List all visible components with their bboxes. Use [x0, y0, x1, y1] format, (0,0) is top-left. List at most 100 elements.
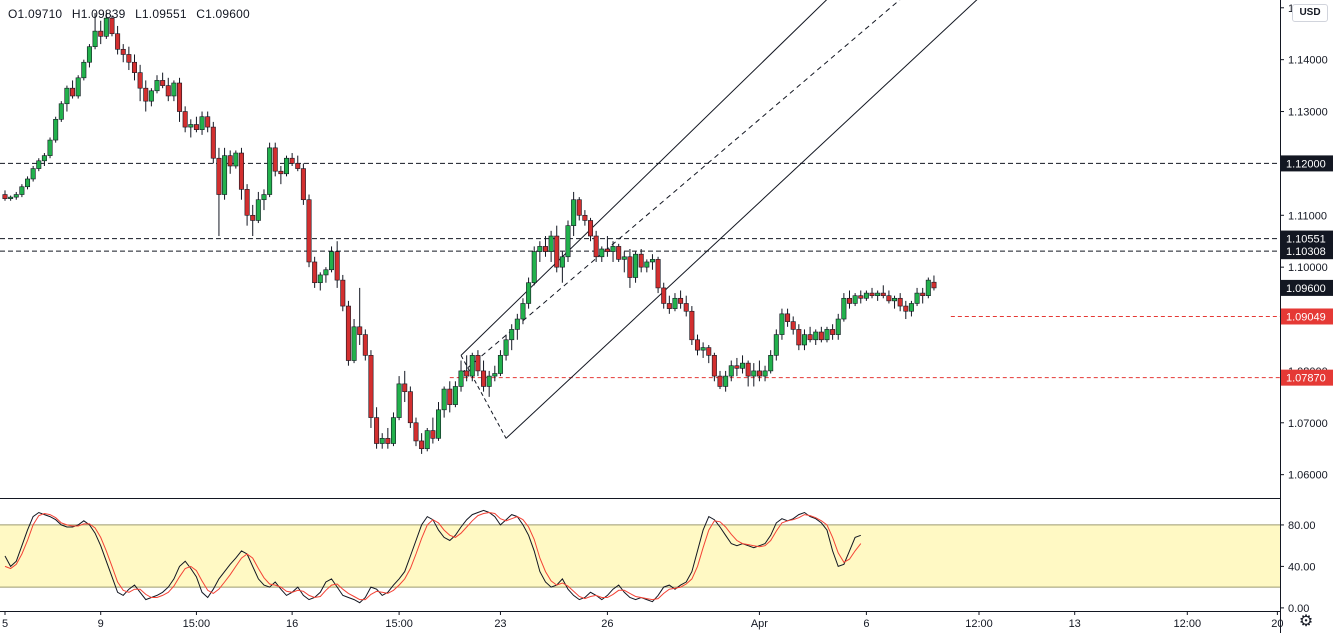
candle-body — [706, 347, 712, 356]
candle-body — [278, 170, 284, 175]
candle-body — [773, 334, 779, 356]
channel-anchor-line — [460, 355, 507, 439]
candle-body — [610, 246, 616, 252]
candle-body — [481, 370, 487, 387]
candle-body — [875, 292, 881, 296]
candle-body — [869, 292, 875, 296]
channel-line-lower[interactable] — [505, 0, 1018, 439]
candle-body — [351, 326, 357, 361]
candle-body — [492, 373, 498, 377]
candle-body — [644, 261, 650, 268]
candle-body — [25, 178, 31, 188]
candle-body — [137, 72, 143, 89]
candle-body — [863, 292, 869, 299]
candle-body — [447, 388, 453, 405]
candle-body — [841, 297, 847, 320]
price-tick-label: 1.11000 — [1288, 210, 1327, 222]
candle-body — [813, 331, 819, 341]
candle-body — [227, 155, 233, 167]
ohlc-readout: O1.09710 H1.09839 L1.09551 C1.09600 — [8, 7, 256, 21]
candle-body — [86, 46, 92, 63]
candle-body — [402, 383, 408, 392]
candle-body — [469, 355, 475, 377]
candle-body — [407, 391, 413, 424]
candle-body — [75, 77, 81, 97]
stoch-tick-label: 80.00 — [1288, 520, 1316, 532]
candle-body — [103, 17, 109, 37]
candle-body — [182, 111, 188, 128]
candle-body — [424, 430, 430, 450]
stoch-d-line — [4, 511, 862, 601]
candle-body — [897, 297, 903, 307]
candle-body — [486, 375, 492, 387]
time-tick-label: 13 — [1069, 618, 1081, 630]
candle-body — [436, 409, 442, 439]
open-value: O1.09710 — [8, 7, 63, 21]
candle-body — [188, 124, 194, 128]
candle-body — [723, 375, 729, 387]
candle-body — [818, 331, 824, 341]
candle-body — [689, 310, 695, 341]
candle-body — [452, 386, 458, 405]
candle-body — [120, 48, 126, 55]
candle-body — [599, 248, 605, 258]
candle-body — [2, 194, 8, 199]
time-tick-label: 15:00 — [385, 618, 413, 630]
candle-body — [565, 225, 571, 258]
candle-body — [807, 334, 813, 341]
candle-body — [571, 199, 577, 226]
candle-body — [751, 370, 757, 377]
candle-body — [768, 355, 774, 372]
candle-body — [255, 199, 261, 221]
candle-body — [903, 305, 909, 312]
candle-body — [300, 168, 306, 201]
candle-body — [126, 54, 132, 63]
candle-body — [886, 295, 892, 302]
candle-body — [537, 246, 543, 252]
candle-body — [171, 82, 177, 97]
candle-body — [295, 163, 301, 169]
candle-body — [892, 297, 898, 302]
candle-body — [160, 80, 166, 86]
candle-body — [272, 147, 278, 172]
candle-body — [329, 251, 335, 271]
channel-line-middle[interactable] — [460, 0, 945, 374]
current-price-badge — [1281, 279, 1333, 296]
time-tick-label: Apr — [751, 618, 768, 630]
candle-body — [98, 30, 104, 37]
candle-body — [672, 297, 678, 309]
candle-body — [554, 235, 560, 268]
candle-body — [728, 365, 734, 377]
candle-body — [233, 152, 239, 167]
time-tick-label: 12:00 — [965, 618, 993, 630]
candle-body — [390, 417, 396, 444]
candle-body — [312, 261, 318, 284]
candle-body — [801, 334, 807, 346]
candle-body — [379, 438, 385, 444]
candle-body — [53, 119, 59, 141]
candle-body — [216, 157, 222, 195]
candle-body — [154, 80, 160, 92]
price-tick-label: 1.06000 — [1288, 470, 1328, 482]
currency-button[interactable]: USD — [1292, 4, 1328, 22]
candle-body — [334, 251, 340, 281]
price-level-label: 1.12000 — [1286, 158, 1326, 170]
candle-body — [458, 370, 464, 387]
candle-body — [908, 303, 914, 312]
candle-body — [30, 168, 36, 180]
gear-icon[interactable]: ⚙ — [1298, 613, 1314, 630]
candle-body — [582, 214, 588, 221]
price-tick-label: 1.13000 — [1288, 107, 1328, 119]
candle-body — [70, 87, 76, 97]
candle-body — [13, 194, 19, 198]
candle-body — [210, 126, 216, 159]
candle-body — [745, 362, 751, 377]
candle-body — [779, 313, 785, 335]
candle-body — [633, 253, 639, 278]
time-tick-label: 12:00 — [1174, 618, 1202, 630]
candle-body — [509, 329, 515, 341]
candle-body — [785, 313, 791, 322]
candle-body — [475, 355, 481, 372]
candle-body — [531, 251, 537, 284]
